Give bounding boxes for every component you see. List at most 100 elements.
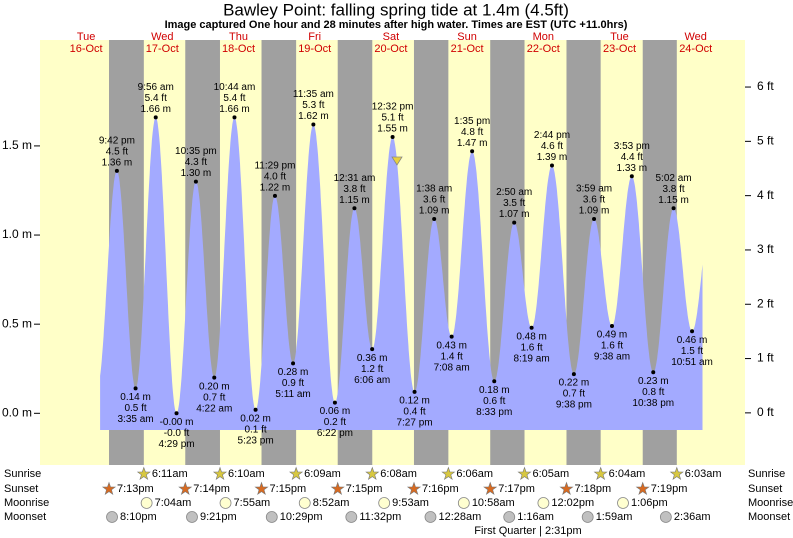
moonset-icon [503,511,516,523]
sunset-icon [559,481,574,496]
tide-label: 0.22 m [559,378,590,389]
tide-label: 10:38 pm [632,398,674,409]
tide-label: 0.43 m [436,340,467,351]
astro-time: 1:59am [596,511,633,523]
astro-time: 8:10pm [120,511,157,523]
day-weekday: Wed [684,31,706,43]
astro-time: 6:09am [304,468,341,480]
tide-point [311,122,316,127]
tide-label: -0.0 ft [164,428,190,439]
day-weekday: Sat [383,31,400,43]
chart-title: Bawley Point: falling spring tide at 1.4… [223,0,569,19]
day-date: 20-Oct [374,43,407,55]
tide-label: 1.6 ft [520,342,542,353]
tide-point [571,372,576,377]
tide-point [174,411,179,416]
moonset-icon [265,511,278,523]
tide-label: 0.28 m [278,367,309,378]
day-date: 21-Oct [451,43,484,55]
moonrise-icon [457,497,470,509]
row-label-left: Moonrise [4,497,49,509]
moonrise-icon [537,497,550,509]
sunrise-icon [669,466,684,481]
sunset-icon [483,481,498,496]
moonrise-icon [378,497,391,509]
row-label-left: Sunset [4,483,38,495]
astro-time: 7:18pm [574,483,611,495]
day-date: 22-Oct [527,43,560,55]
tide-point [352,206,357,211]
tide-label: 1.39 m [537,152,568,163]
tide-label: 1.22 m [260,182,291,193]
astro-time: 6:04am [609,468,646,480]
day-weekday: Mon [533,31,554,43]
sunset-icon [178,481,193,496]
sunset-icon [101,481,117,496]
tide-point [193,179,198,184]
tide-label: 1.09 m [419,206,450,217]
tide-label: 0.5 ft [124,403,146,414]
tide-label: 3.8 ft [343,184,365,195]
astro-time: 6:11am [152,468,188,480]
tide-label: 5.4 ft [223,93,245,104]
moonrise-icon [219,497,232,509]
sunset-icon [330,481,345,496]
moonset-icon [186,511,198,523]
astro-time: 7:04am [155,497,192,509]
astro-time: 7:15pm [346,483,383,495]
tide-label: 1.09 m [579,206,610,217]
astro-time: 7:17pm [498,483,535,495]
tide-label: 0.18 m [479,385,510,396]
astro-time: 2:36am [674,511,711,523]
tide-label: 9:56 am [138,82,174,93]
tide-point [253,407,258,412]
tide-point [232,115,237,120]
day-weekday: Tue [77,31,96,43]
tide-label: 1.15 m [658,195,689,206]
day-date: 18-Oct [222,43,255,55]
sunrise-icon [136,466,151,481]
day-weekday: Sun [457,31,477,43]
astro-time: 7:19pm [651,483,688,495]
tide-point [449,334,454,339]
tide-point [470,149,475,154]
row-label-right: Moonset [748,511,790,523]
tide-label: 0.36 m [357,353,388,364]
tide-label: -0.00 m [160,417,194,428]
tide-label: 1.30 m [181,168,212,179]
day-date: 23-Oct [603,43,636,55]
tide-label: 1.66 m [219,104,250,115]
row-label-left: Moonset [4,511,46,523]
tide-label: 11:35 am [293,89,334,100]
y2-tick-label: 6 ft [757,79,774,93]
tide-label: 4.5 ft [106,147,128,158]
astro-time: 6:08am [380,468,417,480]
astro-time: 7:14pm [193,483,230,495]
row-label-left: Sunrise [4,468,41,480]
day-date: 24-Oct [679,43,712,55]
sunrise-icon [289,466,304,481]
sunrise-icon [212,466,228,481]
astro-time: 11:32pm [359,511,401,523]
sunset-icon [254,481,269,496]
y2-tick-label: 1 ft [757,351,774,365]
tide-label: 1.6 ft [601,341,623,352]
moonset-icon [581,511,594,523]
tide-label: 0.7 ft [203,392,225,403]
tide-label: 0.02 m [240,413,271,424]
moonset-icon [106,511,118,523]
tide-point [432,217,437,221]
tide-label: 6:06 am [354,375,390,386]
row-label-right: Sunrise [748,468,785,480]
tide-label: 3.6 ft [583,195,605,206]
moonset-icon [424,511,437,523]
y2-tick-label: 5 ft [757,134,774,148]
tide-point [212,375,217,380]
tide-point [272,193,277,198]
astro-time: 7:16pm [422,483,459,495]
tide-label: 7:27 pm [396,418,432,429]
y2-tick-label: 3 ft [757,242,774,256]
tide-label: 10:44 am [214,82,256,93]
tide-label: 1:38 am [416,184,452,195]
tide-label: 3:35 am [118,414,154,425]
